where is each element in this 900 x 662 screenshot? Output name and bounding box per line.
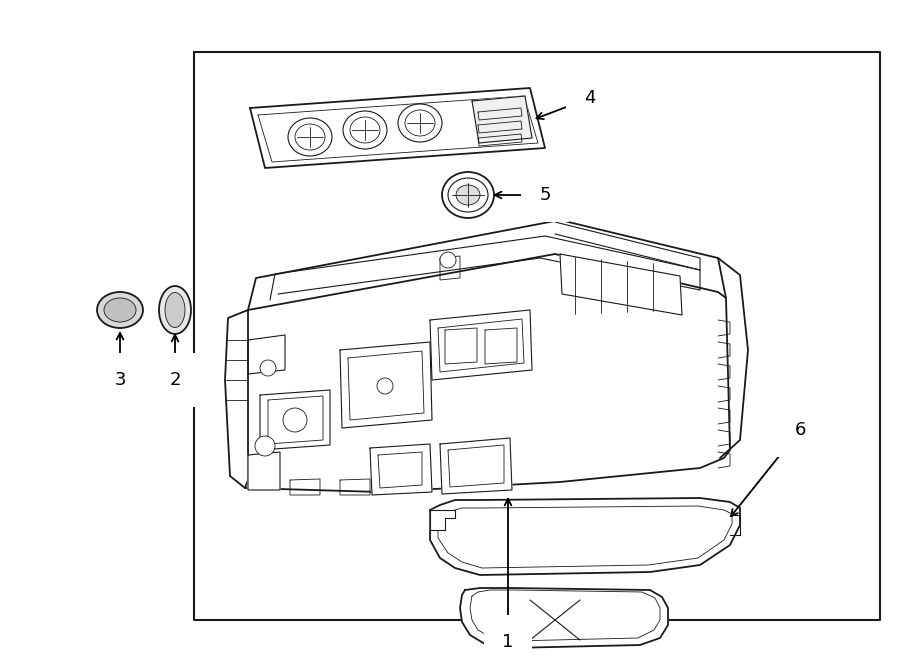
Text: 2: 2	[169, 371, 181, 389]
Polygon shape	[430, 510, 455, 530]
Text: 5: 5	[539, 186, 551, 204]
Polygon shape	[250, 88, 545, 168]
Text: 3: 3	[114, 371, 126, 389]
Circle shape	[255, 436, 275, 456]
Ellipse shape	[288, 118, 332, 156]
Ellipse shape	[104, 298, 136, 322]
Polygon shape	[248, 452, 280, 490]
Circle shape	[440, 252, 456, 268]
Polygon shape	[430, 498, 740, 575]
Polygon shape	[560, 254, 682, 315]
Text: 6: 6	[795, 421, 806, 439]
Polygon shape	[460, 588, 668, 648]
Circle shape	[377, 378, 393, 394]
Polygon shape	[225, 220, 730, 492]
Text: 1: 1	[502, 633, 514, 651]
Ellipse shape	[398, 104, 442, 142]
Polygon shape	[440, 438, 512, 494]
Text: 4: 4	[584, 89, 596, 107]
Circle shape	[260, 360, 276, 376]
Polygon shape	[370, 444, 432, 495]
Circle shape	[283, 408, 307, 432]
Polygon shape	[340, 342, 432, 428]
Ellipse shape	[442, 172, 494, 218]
Ellipse shape	[159, 286, 191, 334]
Polygon shape	[194, 52, 880, 620]
Polygon shape	[472, 96, 532, 143]
Polygon shape	[430, 310, 532, 380]
Ellipse shape	[456, 185, 480, 205]
Ellipse shape	[448, 178, 488, 212]
Ellipse shape	[165, 293, 185, 328]
Polygon shape	[260, 390, 330, 450]
Ellipse shape	[343, 111, 387, 149]
Ellipse shape	[97, 292, 143, 328]
